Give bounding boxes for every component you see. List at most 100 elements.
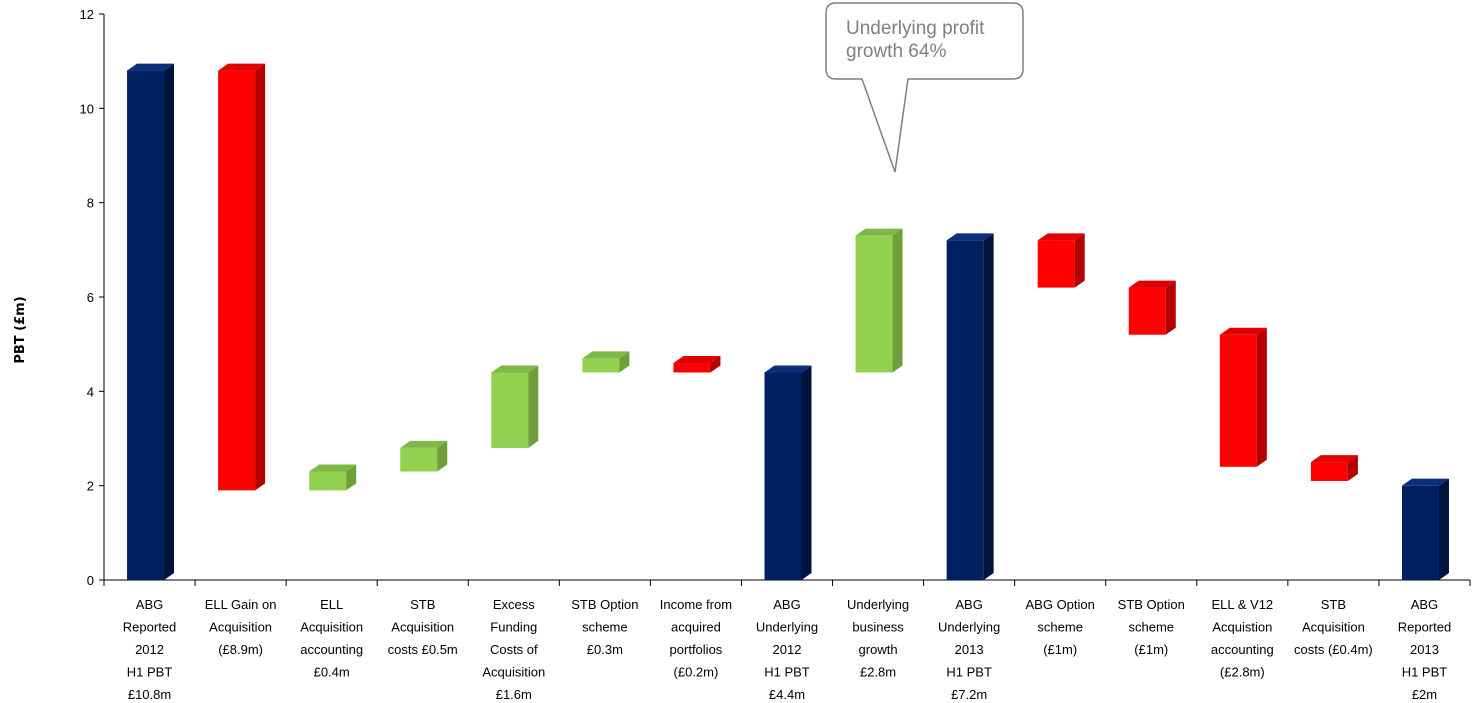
bar-side [528,365,539,448]
x-tick-label-line: (£1m) [1043,642,1077,657]
x-tick-label: STB Acquisition costs £0.5m [388,597,458,657]
bar-front [1401,485,1439,580]
x-tick-label-line: accounting [1211,642,1274,657]
x-tick-label-line: scheme [582,620,628,635]
y-tick-label: 8 [87,196,94,211]
bar-top [1310,455,1358,463]
bar-front [218,70,256,491]
bar-top [218,63,266,71]
bar-increase [855,228,903,373]
axes: 0 2 4 6 8 10 12 [80,7,1471,588]
y-tick-label: 0 [87,573,94,588]
bar-side [255,63,266,491]
x-tick-label: ABG Underlying 2013 H1 PBT £7.2m [938,597,1000,702]
x-tick-label-line: accounting [300,642,363,657]
x-tick-label-line: £0.4m [314,665,350,680]
bar-top [946,233,994,241]
x-tick-label-line: ABG Option [1026,597,1095,612]
x-tick-label-line: H1 PBT [764,665,810,680]
x-tick-label-line: £10.8m [128,687,171,702]
bar-side [892,228,903,373]
bar-front [1310,462,1348,481]
x-tick-label-line: ELL & V12 [1211,597,1273,612]
x-tick-label: STB Option scheme (£1m) [1118,597,1185,657]
bar-front [855,235,893,373]
x-tick-label-line: ABG [773,597,800,612]
x-tick-label-line: (£0.2m) [674,665,719,680]
bar-side [1074,233,1085,288]
bar-total [1401,478,1449,580]
bar-total [764,365,812,580]
bar-front [1128,287,1166,335]
x-tick-label-line: Acquisition [300,620,363,635]
x-tick-label: ELL & V12 Acquistion accounting (£2.8m) [1211,597,1274,680]
bar-side [801,365,812,580]
bar-side [983,233,994,580]
bar-decrease [218,63,266,491]
x-tick-label-line: Funding [490,620,537,635]
x-tick-label-line: (£1m) [1134,642,1168,657]
x-tick-label-line: Reported [123,620,176,635]
bar-total [127,63,175,581]
x-tick-label-line: Underlying [756,620,818,635]
bar-increase [309,464,357,491]
bar-top [582,351,630,359]
bar-front [582,358,620,373]
x-tick-label-line: H1 PBT [127,665,173,680]
bar-decrease [1128,280,1176,335]
x-tick-label-line: scheme [1129,620,1175,635]
bar-front [946,240,984,580]
x-tick-label-line: Costs of [490,642,538,657]
bar-top [127,63,175,71]
y-tick-label: 12 [80,7,94,22]
bar-increase [400,440,448,472]
bar-front [309,471,347,491]
x-tick-label: Income from acquired portfolios (£0.2m) [660,597,732,680]
bar-top [673,356,721,364]
bar-side [437,440,448,472]
bar-top [309,464,357,472]
bar-front [127,70,165,580]
y-tick-label: 10 [80,101,94,116]
x-tick-label-line: £4.4m [769,687,805,702]
category-labels: ABG Reported 2012 H1 PBT £10.8m ELL Gain on Ac… [123,597,1451,702]
x-tick-label-line: H1 PBT [1402,665,1448,680]
x-tick-label-line: ABG [1411,597,1438,612]
x-tick-label-line: 2012 [135,642,164,657]
bar-front [400,447,438,472]
x-tick-label-line: Underlying [847,597,909,612]
x-tick-label-line: 2013 [1410,642,1439,657]
x-tick-label-line: £7.2m [951,687,987,702]
x-tick-label-line: £2.8m [860,665,896,680]
callout-text: Underlying profit growth 64% [846,18,985,62]
x-tick-label-line: Reported [1398,620,1451,635]
x-tick-label-line: Underlying [938,620,1000,635]
x-tick-label-line: £0.3m [587,642,623,657]
x-tick-label-line: Acquisition [209,620,272,635]
bar-decrease [1310,455,1358,481]
bar-decrease [673,356,721,373]
x-tick-label-line: growth [859,642,898,657]
x-tick-label-line: £1.6m [496,687,532,702]
bar-front [673,363,711,373]
x-tick-label-line: ELL Gain on [205,597,277,612]
x-tick-label-line: ABG [136,597,163,612]
x-tick-label-line: (£8.9m) [218,642,263,657]
bar-front [764,372,802,580]
x-tick-label-line: costs £0.5m [388,642,458,657]
x-tick-label-line: STB Option [571,597,638,612]
bar-top [400,440,448,448]
x-tick-label-line: £2m [1412,687,1437,702]
x-tick-label-line: STB [410,597,435,612]
y-tick-label: 2 [87,479,94,494]
bar-decrease [1037,233,1085,288]
bar-side [1165,280,1176,335]
y-axis-label: PBT (£m) [13,296,28,363]
x-tick-label-line: ELL [320,597,343,612]
bar-top [491,365,539,373]
bar-side [1256,327,1267,467]
x-tick-label-line: Income from [660,597,732,612]
x-tick-label-line: STB Option [1118,597,1185,612]
x-tick-label-line: costs (£0.4m) [1294,642,1373,657]
